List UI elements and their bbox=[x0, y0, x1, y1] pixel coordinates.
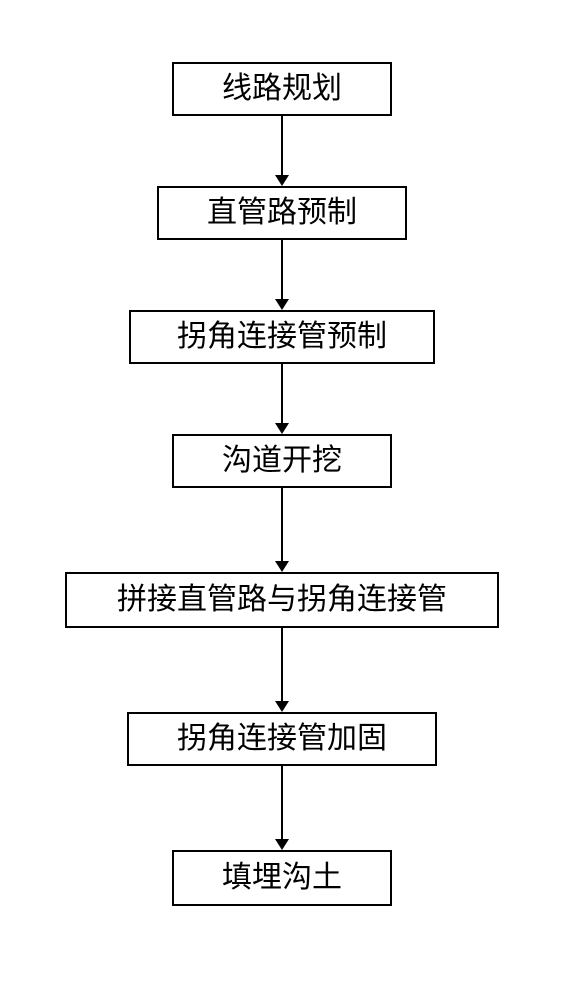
flow-arrow-2 bbox=[275, 240, 289, 310]
arrow-line bbox=[281, 766, 283, 840]
arrow-head-icon bbox=[275, 561, 289, 572]
arrow-line bbox=[281, 116, 283, 176]
flow-step-5: 拼接直管路与拐角连接管 bbox=[65, 572, 499, 628]
arrow-line bbox=[281, 488, 283, 562]
flow-step-7: 填埋沟土 bbox=[172, 850, 392, 906]
flow-step-1: 线路规划 bbox=[172, 62, 392, 116]
arrow-head-icon bbox=[275, 701, 289, 712]
flow-arrow-3 bbox=[275, 364, 289, 434]
flow-step-6: 拐角连接管加固 bbox=[127, 712, 437, 766]
flow-arrow-5 bbox=[275, 628, 289, 712]
arrow-head-icon bbox=[275, 423, 289, 434]
arrow-line bbox=[281, 240, 283, 300]
flow-step-2: 直管路预制 bbox=[157, 186, 407, 240]
arrow-line bbox=[281, 364, 283, 424]
arrow-head-icon bbox=[275, 299, 289, 310]
arrow-head-icon bbox=[275, 175, 289, 186]
flow-step-4: 沟道开挖 bbox=[172, 434, 392, 488]
flow-step-3: 拐角连接管预制 bbox=[129, 310, 435, 364]
flowchart-container: 线路规划 直管路预制 拐角连接管预制 沟道开挖 拼接直管路与拐角连接管 拐角连接… bbox=[0, 0, 564, 906]
arrow-head-icon bbox=[275, 839, 289, 850]
arrow-line bbox=[281, 628, 283, 702]
flow-arrow-6 bbox=[275, 766, 289, 850]
flow-arrow-4 bbox=[275, 488, 289, 572]
flow-arrow-1 bbox=[275, 116, 289, 186]
